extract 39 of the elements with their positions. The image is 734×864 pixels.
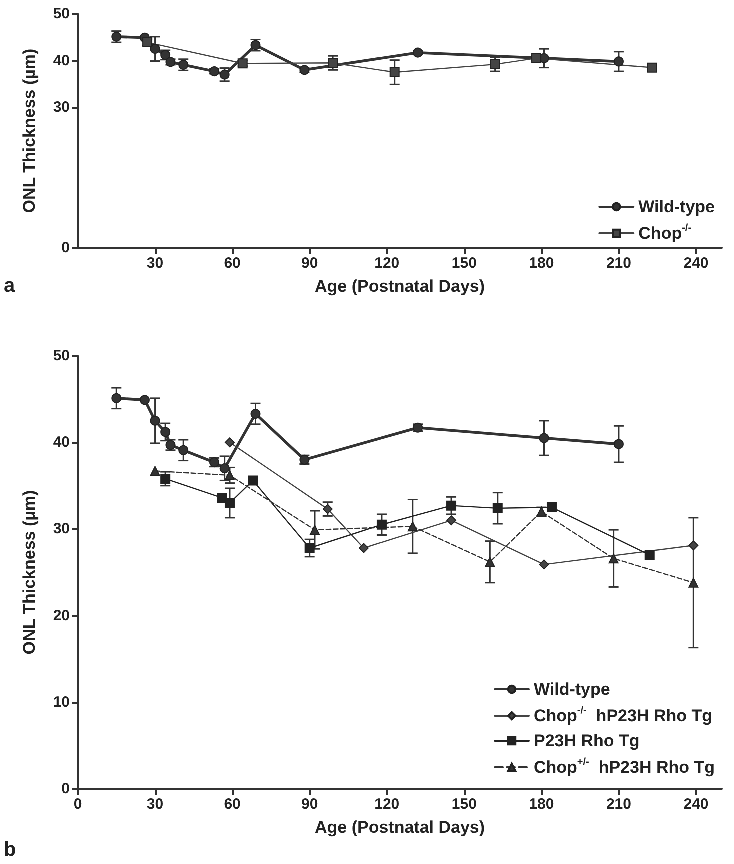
- x-axis-title: Age (Postnatal Days): [314, 277, 486, 296]
- legend-label: Chop+/- hP23H Rho Tg: [534, 757, 716, 777]
- legend-label: Wild-type: [534, 680, 610, 699]
- x-tick-label: 210: [606, 255, 632, 272]
- y-axis-title: ONL Thickness (µm): [20, 490, 39, 655]
- x-tick-label: 240: [684, 255, 709, 272]
- legend-label: Chop-/- hP23H Rho Tg: [534, 706, 712, 726]
- x-tick-label: 90: [301, 796, 318, 813]
- x-tick-label: 180: [529, 255, 554, 272]
- x-axis-title: Age (Postnatal Days): [314, 818, 486, 837]
- y-tick-label: 0: [62, 780, 70, 798]
- text: a: [4, 275, 16, 297]
- y-tick-label: 10: [53, 694, 70, 711]
- y-tick-label: 20: [53, 607, 70, 624]
- x-tick-label: 120: [374, 796, 400, 813]
- y-tick-label: 50: [53, 6, 70, 22]
- x-tick-label: 240: [684, 796, 709, 813]
- x-tick-label: 150: [452, 796, 477, 813]
- y-tick-label: 0: [62, 240, 70, 256]
- x-tick-label: 60: [224, 255, 241, 272]
- x-tick-label: 30: [146, 796, 164, 813]
- x-tick-label: 180: [529, 796, 554, 813]
- x-tick-label: 90: [301, 255, 318, 272]
- x-tick-label: 60: [224, 796, 241, 813]
- x-tick-label: 30: [146, 255, 164, 272]
- text: b: [4, 839, 16, 861]
- x-tick-label: 210: [606, 796, 632, 813]
- y-axis-title: ONL Thickness (µm): [20, 48, 39, 214]
- x-tick-label: 0: [74, 796, 82, 813]
- legend-label: Wild-type: [638, 198, 715, 216]
- y-tick-label: 40: [53, 52, 70, 70]
- x-tick-label: 120: [374, 255, 400, 272]
- y-tick-label: 50: [53, 348, 70, 364]
- legend-label: P23H Rho Tg: [534, 732, 640, 750]
- y-tick-label: 40: [53, 434, 70, 452]
- legend-label: Chop-/-: [638, 223, 692, 243]
- y-tick-label: 30: [53, 520, 70, 538]
- y-tick-label: 30: [53, 99, 70, 116]
- x-tick-label: 150: [452, 255, 477, 272]
